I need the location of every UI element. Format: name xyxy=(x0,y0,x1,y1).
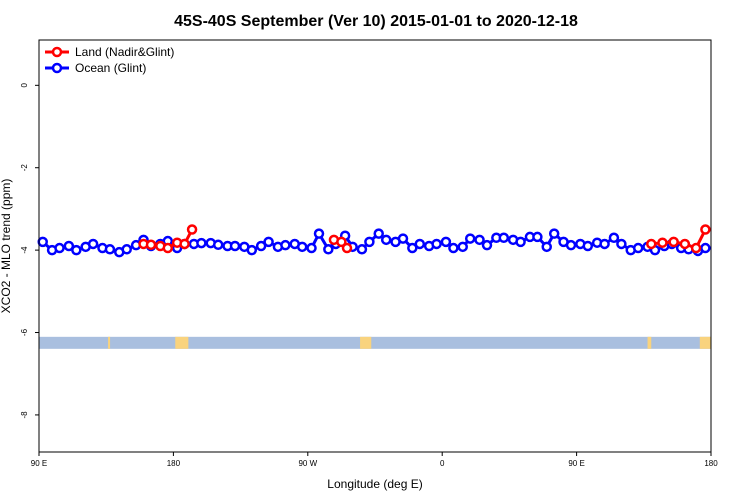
ocean-point xyxy=(481,239,493,251)
land-point xyxy=(162,242,174,254)
chart-title: 45S-40S September (Ver 10) 2015-01-01 to… xyxy=(174,13,578,30)
land-point xyxy=(700,224,711,235)
ocean-point xyxy=(196,237,207,249)
land-point xyxy=(657,237,668,248)
ocean-point xyxy=(541,241,552,253)
land-mask xyxy=(699,336,711,349)
ocean-point xyxy=(37,236,48,248)
legend-label-land: Land (Nadir&Glint) xyxy=(75,45,174,59)
land-point xyxy=(145,239,157,251)
land-mask xyxy=(108,336,111,349)
x-axis-label: Longitude (deg E) xyxy=(327,477,422,491)
ocean-point xyxy=(373,228,384,239)
plot-frame xyxy=(38,39,712,453)
ocean-point xyxy=(632,242,644,254)
y-axis-label: XCO2 - MLO trend (ppm) xyxy=(0,179,13,314)
legend-marker-land xyxy=(51,46,63,58)
land-point xyxy=(679,238,691,250)
x-tick-label: 90 W xyxy=(298,459,317,468)
ocean-mask xyxy=(39,336,711,349)
y-tick-label: -4 xyxy=(20,246,29,254)
ocean-point xyxy=(246,244,258,256)
x-tick-label: 90 E xyxy=(568,459,584,468)
legend: Land (Nadir&Glint) Ocean (Glint) xyxy=(45,45,174,75)
land-mask xyxy=(360,336,372,349)
ocean-point xyxy=(457,241,468,253)
ocean-point xyxy=(364,236,375,248)
ocean-point xyxy=(700,242,711,254)
ocean-point xyxy=(608,232,620,244)
ocean-point xyxy=(54,242,65,254)
land-point xyxy=(341,242,353,254)
ocean-point xyxy=(532,231,543,243)
ocean-point xyxy=(515,236,526,248)
ocean-point xyxy=(255,240,267,252)
ocean-point xyxy=(356,244,368,255)
land-point xyxy=(186,224,198,235)
land-mask xyxy=(175,336,189,349)
ocean-point xyxy=(87,238,99,250)
ocean-point xyxy=(229,240,241,252)
ocean-point xyxy=(71,244,82,256)
x-tick-label: 180 xyxy=(167,459,181,468)
y-tick-label: -6 xyxy=(20,328,29,336)
land-mask xyxy=(647,336,652,349)
ocean-point xyxy=(306,242,317,254)
ocean-point xyxy=(280,239,291,251)
land-point xyxy=(690,242,702,254)
ocean-point xyxy=(296,241,308,253)
x-tick-label: 180 xyxy=(704,459,718,468)
ocean-point xyxy=(212,239,224,251)
ocean-point xyxy=(565,239,577,251)
land-point xyxy=(668,236,679,248)
ocean-point xyxy=(448,242,459,254)
ocean-point xyxy=(263,236,274,248)
y-tick-label: -8 xyxy=(20,411,29,419)
x-tick-label: 90 E xyxy=(31,459,47,468)
ocean-point xyxy=(104,244,116,255)
x-axis-ticks: 90 E 180 90 W 0 90 E 180 xyxy=(31,452,718,468)
ocean-point xyxy=(63,240,75,252)
ocean-point xyxy=(474,234,485,246)
ocean-point xyxy=(616,238,627,250)
ocean-point xyxy=(440,236,452,248)
plot-series xyxy=(37,224,711,258)
ocean-point xyxy=(414,238,426,250)
legend-label-ocean: Ocean (Glint) xyxy=(75,61,146,75)
ocean-point xyxy=(599,238,610,250)
land-mask-strip xyxy=(39,336,711,349)
ocean-point xyxy=(323,244,334,255)
ocean-point xyxy=(582,240,594,252)
land-point xyxy=(179,238,190,250)
ocean-point xyxy=(121,244,132,255)
ocean-point xyxy=(548,228,560,239)
legend-marker-ocean xyxy=(51,62,63,74)
x-tick-label: 0 xyxy=(440,459,445,468)
y-tick-label: -2 xyxy=(20,164,29,172)
ocean-point xyxy=(464,233,476,244)
y-tick-label: 0 xyxy=(20,83,29,88)
land-point xyxy=(646,238,657,250)
land-point xyxy=(336,236,347,248)
ocean-point xyxy=(313,228,325,239)
ocean-point xyxy=(431,238,442,250)
ocean-point xyxy=(397,233,409,244)
ocean-point xyxy=(380,234,392,246)
ocean-point xyxy=(498,232,510,244)
y-axis-ticks: 0 -2 -4 -6 -8 xyxy=(20,83,39,419)
ocean-point xyxy=(407,242,418,254)
